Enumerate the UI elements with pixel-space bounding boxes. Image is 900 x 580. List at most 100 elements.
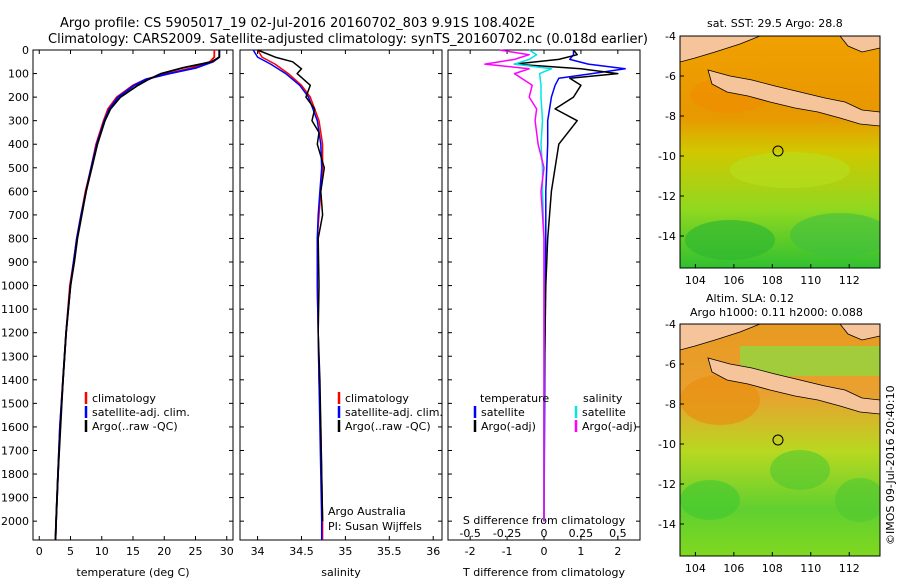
sla-map-title1: Altim. SLA: 0.12	[706, 292, 794, 305]
lat-tick-label: -14	[658, 230, 676, 243]
lon-tick-label: 112	[839, 562, 860, 575]
series-line	[54, 50, 221, 541]
depth-tick-label: 1900	[1, 492, 29, 505]
s-tick-label: 0.25	[569, 527, 594, 540]
legend-t-satellite: satellite	[481, 406, 525, 419]
difference-legend: temperature salinity satellite Argo(-adj…	[473, 392, 637, 433]
x-tick-label: 35	[338, 545, 352, 558]
x-axis-label: temperature (deg C)	[76, 566, 189, 579]
lon-tick-label: 106	[723, 562, 744, 575]
lon-tick-label: 112	[839, 274, 860, 287]
x-tick-label: 10	[95, 545, 109, 558]
sst-map-title: sat. SST: 29.5 Argo: 28.8	[707, 17, 843, 30]
s-tick-label: 0.5	[609, 527, 627, 540]
depth-tick-label: 900	[8, 256, 29, 269]
depth-tick-label: 700	[8, 209, 29, 222]
lat-tick-label: -8	[665, 110, 676, 123]
depth-tick-label: 800	[8, 232, 29, 245]
depth-tick-label: 100	[8, 68, 29, 81]
legend-satellite-adj-sal: satellite-adj. clim.	[345, 406, 443, 419]
temperature-legend: climatology satellite-adj. clim. Argo(..…	[84, 392, 190, 433]
x-axis-label: salinity	[321, 566, 361, 579]
sumatra-landmass-sla	[680, 324, 761, 351]
java-landmass	[707, 69, 880, 127]
x-tick-label: 0	[541, 545, 548, 558]
depth-tick-label: 300	[8, 115, 29, 128]
depth-tick-label: 500	[8, 162, 29, 175]
borneo-landmass	[839, 36, 880, 53]
lat-tick-label: -14	[658, 518, 676, 531]
float-position-marker-sla	[772, 434, 784, 446]
s-tick-label: 0	[541, 527, 548, 540]
x-tick-label: 36	[426, 545, 440, 558]
x-tick-label: 15	[126, 545, 140, 558]
legend-t-argo: Argo(-adj)	[481, 420, 536, 433]
plot-frame	[239, 49, 443, 541]
depth-tick-label: 1600	[1, 421, 29, 434]
x-tick-label: 5	[67, 545, 74, 558]
series-line	[513, 49, 619, 522]
series-line	[252, 49, 323, 540]
lon-tick-label: 104	[685, 274, 706, 287]
float-position-marker	[772, 145, 784, 157]
series-line	[257, 49, 326, 522]
x-tick-label: 30	[220, 545, 234, 558]
lat-tick-label: -10	[658, 438, 676, 451]
x-tick-label: 2	[614, 545, 621, 558]
depth-tick-label: 0	[22, 44, 29, 57]
header-line2: Climatology: CARS2009. Satellite-adjuste…	[48, 32, 648, 47]
imos-stamp: ©IMOS 09-Jul-2016 20:40:10	[884, 385, 897, 545]
legend-argo: Argo(..raw -QC)	[92, 420, 178, 433]
lat-tick-label: -4	[665, 318, 676, 331]
legend-s-argo: Argo(-adj)	[582, 420, 637, 433]
series-line	[543, 50, 626, 522]
lat-tick-label: -6	[665, 70, 676, 83]
x-tick-label: 34.5	[289, 545, 314, 558]
lon-tick-label: 110	[800, 274, 821, 287]
legend-climatology-sal: climatology	[345, 392, 409, 405]
x-tick-label: 20	[157, 545, 171, 558]
lon-tick-label: 108	[762, 274, 783, 287]
lat-tick-label: -8	[665, 398, 676, 411]
lat-tick-label: -4	[665, 30, 676, 43]
plot-frame	[32, 49, 234, 541]
x-tick-label: 25	[189, 545, 203, 558]
lon-tick-label: 108	[762, 562, 783, 575]
legend-climatology: climatology	[92, 392, 156, 405]
borneo-landmass-sla	[839, 324, 880, 341]
series-line	[54, 50, 216, 541]
legend-s-satellite: satellite	[582, 406, 626, 419]
depth-tick-label: 1100	[1, 303, 29, 316]
depth-tick-label: 600	[8, 185, 29, 198]
x-tick-label: 0	[36, 545, 43, 558]
salinity-axes: 34 34.5 35 35.5 36 salinity	[239, 49, 443, 579]
s-tick-label: -0.25	[493, 527, 521, 540]
lon-tick-label: 110	[800, 562, 821, 575]
credit-line2: PI: Susan Wijffels	[328, 520, 422, 533]
depth-tick-label: 1700	[1, 444, 29, 457]
lat-tick-label: -10	[658, 150, 676, 163]
lat-tick-label: -12	[658, 478, 676, 491]
temperature-axes: 0100200300400500600700800900100011001200…	[1, 44, 234, 579]
lat-tick-label: -6	[665, 358, 676, 371]
credit-line1: Argo Australia	[328, 505, 406, 518]
sumatra-landmass	[680, 36, 761, 63]
series-line	[54, 50, 221, 541]
series-line	[484, 49, 545, 522]
legend-satellite-adj: satellite-adj. clim.	[92, 406, 190, 419]
sla-map-title2: Argo h1000: 0.11 h2000: 0.088	[690, 306, 863, 319]
x-tick-label: 35.5	[377, 545, 402, 558]
sla-map: Altim. SLA: 0.12 Argo h1000: 0.11 h2000:…	[679, 292, 881, 557]
depth-tick-label: 1200	[1, 327, 29, 340]
x-axis-label: T difference from climatology	[462, 566, 625, 579]
lon-tick-label: 104	[685, 562, 706, 575]
legend-temperature-head: temperature	[480, 392, 549, 405]
depth-tick-label: 1800	[1, 468, 29, 481]
x-tick-label: 34	[251, 545, 265, 558]
sst-map: sat. SST: 29.5 Argo: 28.8	[679, 17, 881, 269]
java-landmass-sla	[707, 357, 880, 415]
legend-argo-sal: Argo(..raw -QC)	[345, 420, 431, 433]
salinity-legend: climatology satellite-adj. clim. Argo(..…	[328, 392, 443, 533]
